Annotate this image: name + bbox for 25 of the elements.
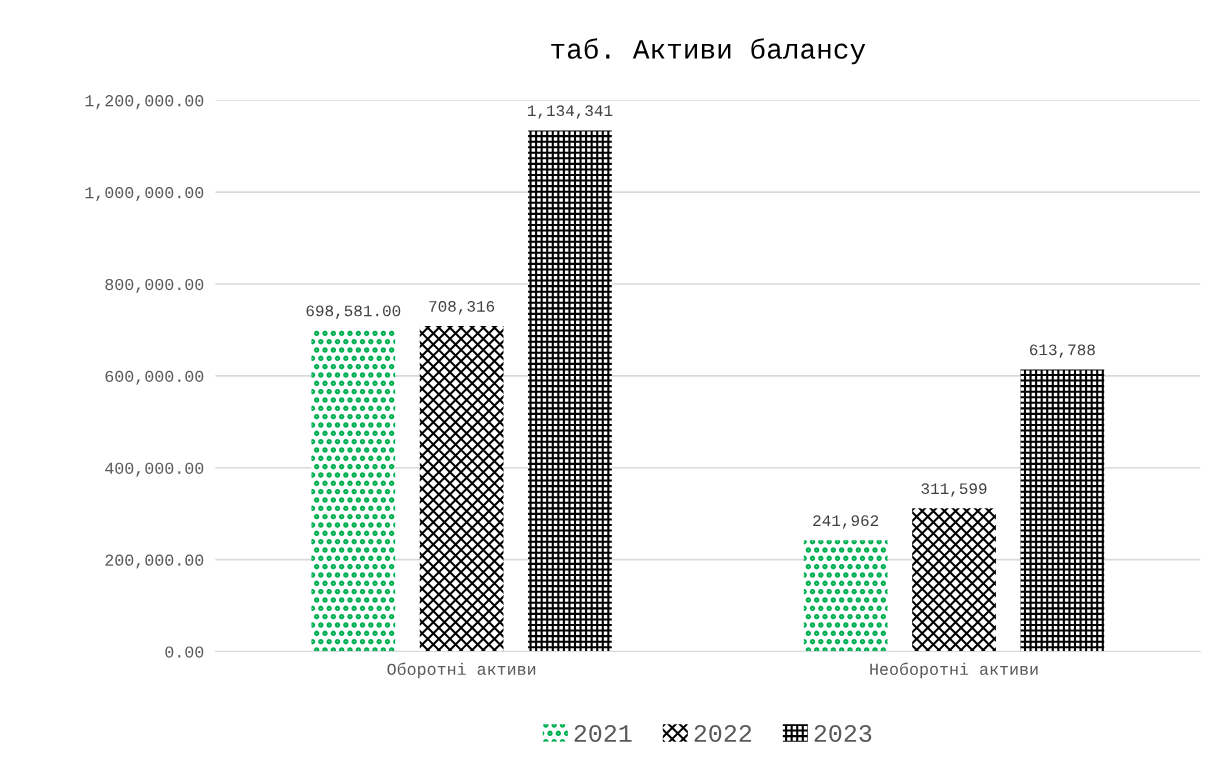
y-tick-label: 200,000.00 (105, 554, 204, 569)
y-tick-label: 1,000,000.00 (85, 187, 204, 202)
data-label: 708,316 (429, 300, 495, 315)
legend-label: 2023 (814, 725, 872, 742)
data-label: 613,788 (1029, 344, 1095, 358)
data-label: 311,599 (921, 483, 987, 497)
bar (311, 330, 396, 652)
y-tick-label: 400,000.00 (105, 462, 204, 477)
legend-label: 2021 (574, 725, 632, 742)
bar (1020, 369, 1105, 652)
y-tick-label: 1,200,000.00 (85, 95, 204, 110)
y-tick-label: 600,000.00 (105, 370, 204, 385)
chart-title: таб. Активи балансу (551, 38, 866, 65)
legend-label: 2022 (694, 725, 752, 742)
x-tick-label: Оборотні активи (387, 662, 536, 679)
bar (912, 508, 996, 652)
x-tick-label: Необоротні активи (870, 662, 1038, 679)
bar (419, 326, 504, 652)
y-tick-label: 800,000.00 (105, 278, 204, 293)
data-label: 241,962 (813, 515, 879, 529)
y-tick-label: 0.00 (165, 646, 204, 658)
data-label: 1,134,341 (527, 105, 613, 119)
bar (528, 130, 612, 652)
data-label: 698,581.00 (306, 305, 401, 319)
bar (803, 540, 888, 652)
